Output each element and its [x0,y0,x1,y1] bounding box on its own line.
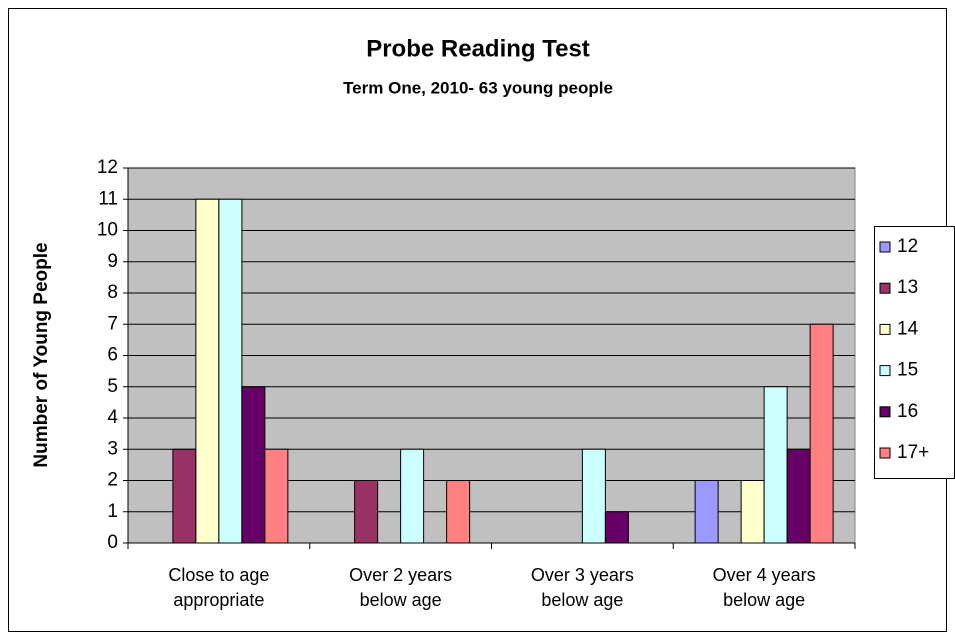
y-tick-label: 11 [98,188,118,209]
bar [241,386,266,544]
legend-swatch [879,365,891,377]
x-tick-label: Over 3 years below age [530,565,634,610]
bar [694,480,719,544]
bar [809,323,834,544]
y-tick-label: 9 [107,251,118,272]
y-tick-label: 4 [107,407,118,428]
bar [354,480,379,544]
bar [446,480,471,544]
x-tick-label: Close to age appropriate [168,565,270,610]
legend-label: 15 [897,360,918,381]
chart-title: Probe Reading Test [366,35,590,62]
bar [195,198,220,544]
bar [581,448,606,544]
x-tick-label: Over 2 years below age [349,565,453,610]
legend-label: 16 [897,401,918,422]
legend-swatch [879,323,891,335]
legend-swatch [879,447,891,459]
x-tick-label: Over 4 years below age [712,565,816,610]
y-axis-title: Number of Young People [31,242,52,467]
legend-label: 13 [897,277,918,298]
legend-label: 14 [897,318,919,339]
legend-swatch [879,406,891,418]
y-tick-label: 7 [107,313,118,334]
legend-label: 17+ [897,442,929,463]
bar [264,448,289,544]
y-tick-label: 5 [107,376,118,397]
y-tick-label: 6 [107,345,118,366]
y-tick-label: 12 [97,157,118,178]
bar [763,386,788,544]
bar [740,480,765,544]
bar [786,448,811,544]
y-tick-label: 2 [107,470,118,491]
bar [172,448,197,544]
y-tick-label: 8 [107,282,118,303]
y-tick-label: 10 [97,220,118,241]
bar [604,511,629,544]
chart-subtitle: Term One, 2010- 63 young people [343,78,613,97]
legend-swatch [879,241,891,253]
legend-label: 12 [897,236,918,257]
legend [874,226,955,479]
y-tick-label: 1 [107,501,118,522]
y-tick-label: 3 [107,438,118,459]
bar [218,198,243,544]
legend-swatch [879,282,891,294]
y-tick-label: 0 [107,532,118,553]
bar [400,448,425,544]
